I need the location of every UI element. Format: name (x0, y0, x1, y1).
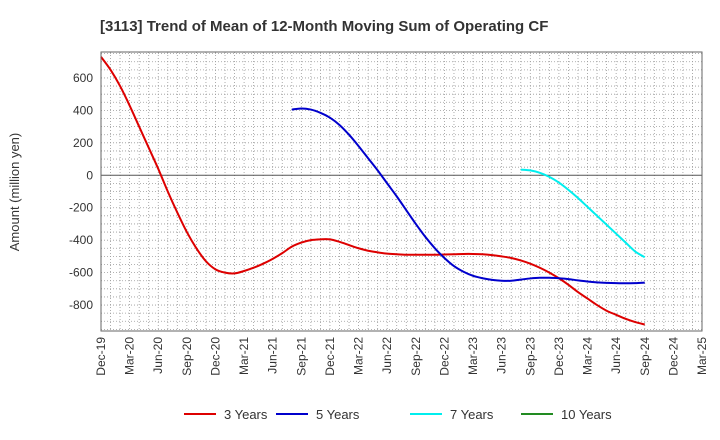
legend-label: 10 Years (561, 407, 612, 422)
axes (100, 51, 703, 332)
x-tick-label: Jun-24 (609, 337, 623, 374)
x-tick-label: Sep-23 (523, 337, 537, 376)
y-tick-labels: 600 400 200 0 -200 -400 -600 -800 (69, 71, 93, 312)
y-tick-label: 600 (73, 71, 93, 85)
y-tick-label: 0 (86, 168, 93, 182)
legend-item-10-years: 10 Years (521, 407, 612, 422)
x-tick-label: Jun-20 (151, 337, 165, 374)
x-tick-label: Dec-23 (552, 337, 566, 376)
x-tick-label: Dec-19 (94, 337, 108, 376)
legend-item-3-years: 3 Years (184, 407, 268, 422)
legend-label: 7 Years (450, 407, 494, 422)
legend: 3 Years 5 Years 7 Years 10 Years (184, 407, 612, 422)
x-tick-label: Dec-20 (208, 337, 222, 376)
y-tick-label: -200 (69, 201, 93, 215)
series-line-7-years (520, 168, 646, 259)
y-tick-label: 400 (73, 103, 93, 117)
series-layer (100, 56, 646, 326)
legend-item-7-years: 7 Years (410, 407, 494, 422)
legend-label: 3 Years (224, 407, 268, 422)
y-tick-label: -400 (69, 233, 93, 247)
series-line-3-years (100, 56, 646, 326)
x-tick-label: Mar-23 (466, 337, 480, 375)
x-tick-label: Dec-21 (323, 337, 337, 376)
y-axis-label: Amount (million yen) (7, 133, 22, 252)
x-tick-label: Mar-22 (352, 337, 366, 375)
x-tick-label: Dec-24 (666, 337, 680, 376)
x-tick-label: Dec-22 (437, 337, 451, 376)
legend-label: 5 Years (316, 407, 360, 422)
y-tick-label: -600 (69, 266, 93, 280)
y-tick-label: 200 (73, 136, 93, 150)
x-tick-label: Mar-20 (123, 337, 137, 375)
x-tick-label: Jun-23 (495, 337, 509, 374)
legend-item-5-years: 5 Years (276, 407, 360, 422)
x-tick-label: Mar-25 (695, 337, 709, 375)
x-tick-label: Jun-21 (266, 337, 280, 374)
grid (101, 52, 702, 331)
x-tick-label: Mar-21 (237, 337, 251, 375)
plot-frame (100, 51, 703, 332)
x-tick-label: Sep-22 (409, 337, 423, 376)
x-tick-label: Sep-20 (180, 337, 194, 376)
y-tick-label: -800 (69, 298, 93, 312)
x-tick-label: Sep-24 (638, 337, 652, 376)
x-tick-label: Mar-24 (581, 337, 595, 375)
chart-title: [3113] Trend of Mean of 12-Month Moving … (100, 18, 548, 35)
x-tick-labels: Dec-19 Mar-20 Jun-20 Sep-20 Dec-20 Mar-21 Jun-… (94, 337, 709, 376)
series-line-5-years (291, 107, 645, 285)
x-tick-label: Jun-22 (380, 337, 394, 374)
x-tick-label: Sep-21 (294, 337, 308, 376)
